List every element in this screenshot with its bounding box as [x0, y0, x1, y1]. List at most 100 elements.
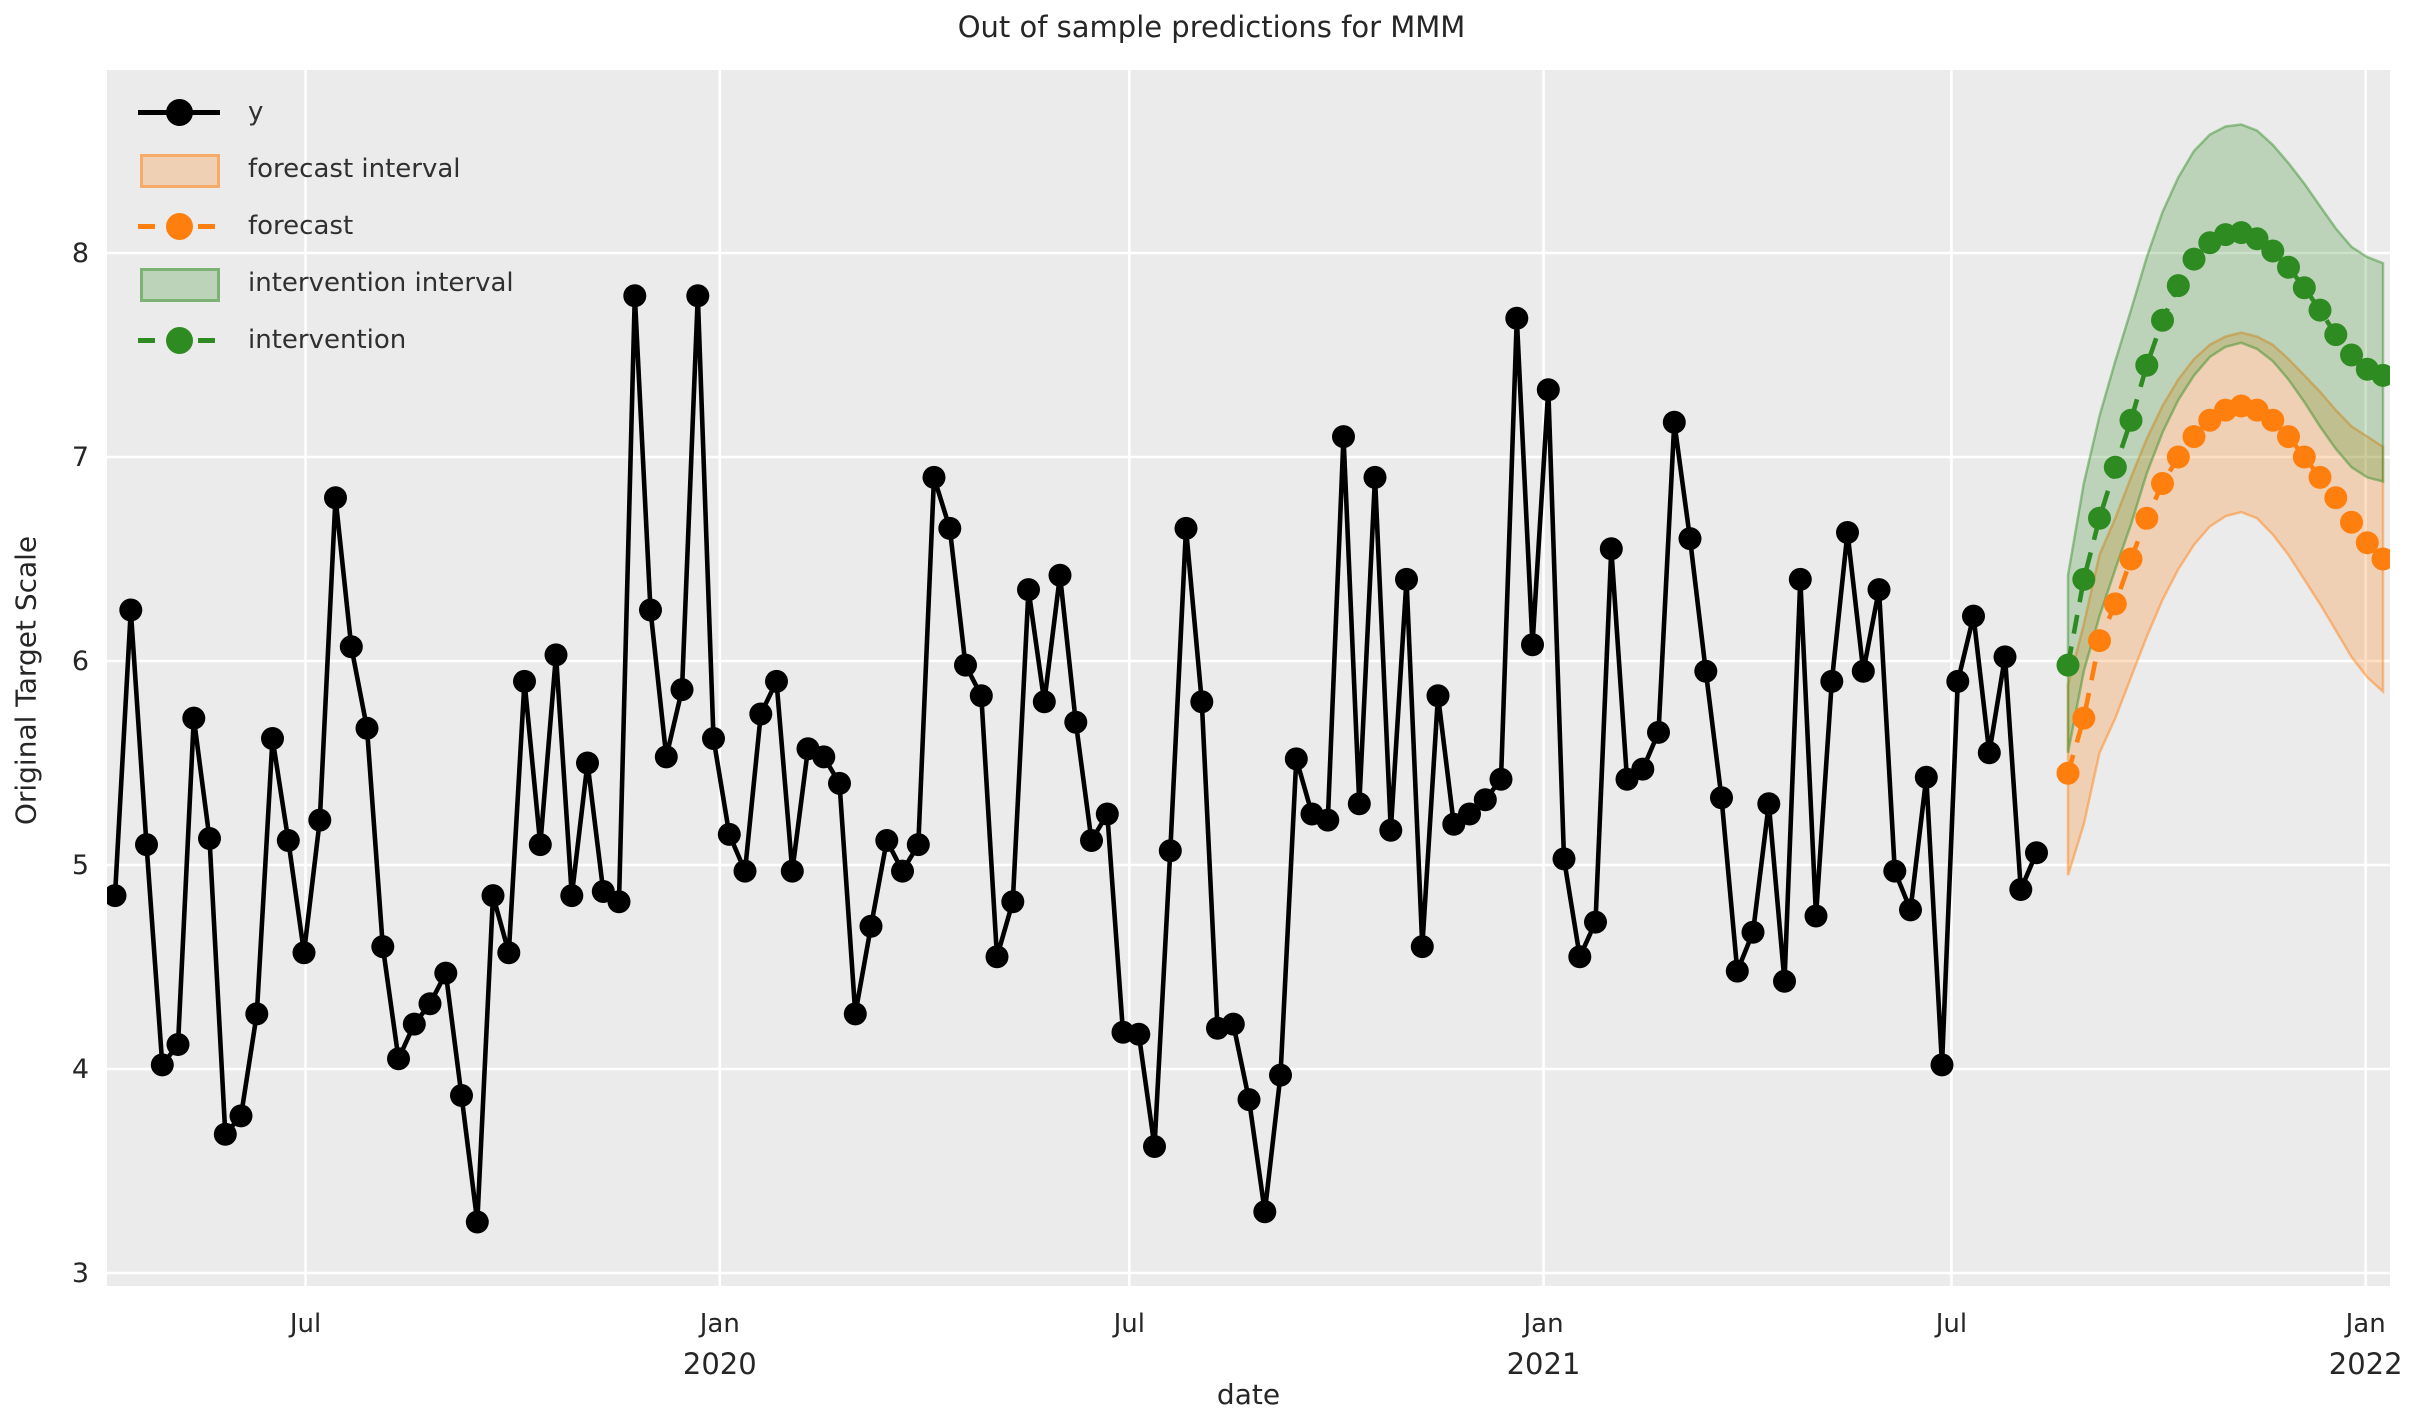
forecast-dashed-marker-icon [138, 206, 220, 246]
y-point [1363, 465, 1387, 489]
legend-item-forecast-interval: forecast interval [138, 149, 514, 189]
y-point [1284, 747, 1308, 771]
y-point [1253, 1200, 1277, 1224]
y-markers [107, 284, 2048, 1234]
y-point [1395, 567, 1418, 591]
forecast-point [2072, 706, 2096, 730]
y-point [1316, 808, 1340, 832]
y-point [1458, 802, 1481, 826]
y-point [1048, 563, 1072, 587]
y-point [150, 1053, 174, 1077]
y-point [1080, 829, 1103, 852]
intervention-dashed-marker-icon [138, 320, 220, 360]
y-point [1237, 1088, 1261, 1112]
intervention-point [2340, 343, 2363, 367]
y-point [1788, 567, 1812, 591]
y-point [1836, 521, 1859, 544]
y-point [1347, 792, 1371, 816]
y-point [828, 771, 851, 795]
y-point [922, 465, 946, 489]
y-point [1127, 1022, 1151, 1046]
legend-item-y: y [138, 92, 514, 132]
y-point [1631, 757, 1655, 781]
intervention-point [2261, 239, 2285, 263]
y-point [1914, 765, 1938, 789]
y-point [1064, 710, 1088, 734]
y-point [812, 745, 836, 769]
forecast-point [2371, 547, 2390, 571]
forecast-markers [2056, 394, 2390, 785]
y-point [497, 941, 521, 965]
y-point [119, 598, 143, 622]
y-point [1221, 1012, 1245, 1036]
forecast-point [2355, 531, 2379, 555]
y-point [1505, 306, 1529, 330]
y-point [465, 1210, 489, 1234]
y-point [875, 829, 899, 852]
y-point [371, 935, 395, 959]
forecast-point [2292, 445, 2316, 469]
y-point [1867, 578, 1891, 602]
x-tick-label: Jan [698, 1309, 740, 1339]
y-point [985, 945, 1009, 969]
y-point [1662, 410, 1686, 434]
intervention-point [2182, 247, 2206, 271]
y-point [670, 678, 694, 702]
x-tick-label: Jan [1521, 1309, 1563, 1339]
y-point [859, 914, 883, 938]
x-tick-year-label: 2022 [2329, 1347, 2403, 1381]
y-point [1032, 690, 1056, 714]
legend-item-intervention-interval: intervention interval [138, 263, 514, 303]
y-point [576, 751, 599, 775]
forecast-point [2151, 472, 2174, 495]
y-point [1174, 516, 1198, 540]
y-point [1426, 684, 1450, 708]
y-point [1694, 659, 1718, 683]
intervention-point [2088, 506, 2111, 530]
y-point [1804, 904, 1828, 928]
y-point [198, 827, 221, 850]
y-point [780, 859, 804, 883]
forecast-point [2103, 592, 2127, 616]
y-point [954, 653, 977, 677]
x-tick-year-label: 2020 [683, 1347, 757, 1381]
y-point [1977, 741, 2001, 765]
intervention-point [2308, 298, 2332, 322]
forecast-point [2088, 629, 2111, 653]
y-line-marker-icon [138, 92, 220, 132]
y-point [528, 833, 552, 857]
y-point [107, 884, 127, 908]
y-point [623, 284, 647, 308]
y-point [1773, 969, 1796, 993]
forecast-point [2166, 445, 2190, 469]
y-axis-label: Original Target Scale [9, 535, 43, 826]
intervention-point [2135, 353, 2159, 377]
y-point [1851, 659, 1875, 683]
y-point [1332, 425, 1355, 449]
y-point [544, 643, 568, 667]
y-tick-label: 4 [72, 1054, 89, 1085]
intervention-point [2151, 308, 2174, 332]
x-axis-label: date [1216, 1378, 1281, 1411]
forecast-point [2182, 425, 2206, 449]
intervention-point [2166, 274, 2190, 298]
forecast-point [2135, 506, 2159, 530]
y-point [450, 1084, 473, 1107]
y-point [1017, 578, 1040, 602]
y-point [166, 1033, 190, 1056]
intervention-point [2072, 567, 2096, 591]
y-point [1883, 859, 1907, 883]
y-point [308, 808, 332, 832]
legend-item-intervention: intervention [138, 320, 514, 360]
y-point [1962, 604, 1985, 628]
y-point [843, 1002, 867, 1026]
y-point [339, 635, 363, 659]
y-point [276, 829, 300, 852]
x-tick-label: Jul [1112, 1309, 1145, 1339]
y-tick-label: 8 [72, 238, 89, 269]
y-point [1946, 669, 1970, 693]
y-point [891, 859, 914, 883]
chart-title: Out of sample predictions for MMM [957, 10, 1466, 44]
y-point [733, 859, 757, 883]
